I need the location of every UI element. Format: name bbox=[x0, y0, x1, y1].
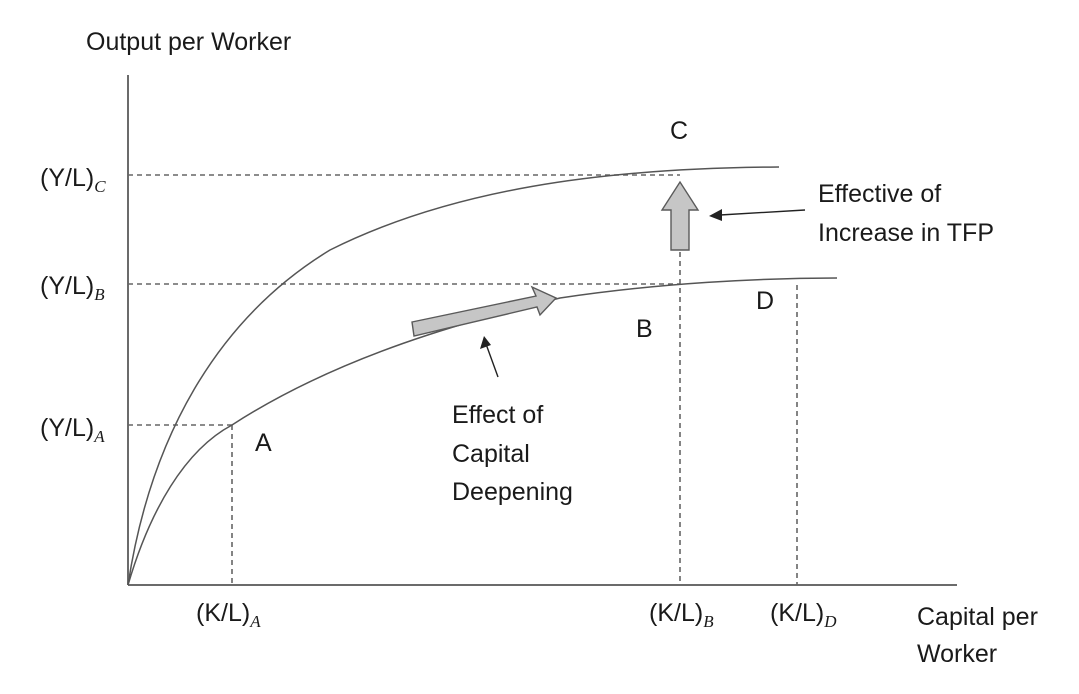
y-tick-ya-sub: A bbox=[93, 427, 105, 446]
tfp-annotation-line1: Effective of bbox=[818, 180, 941, 208]
tfp-pointer-line bbox=[719, 209, 806, 216]
x-tick-kb: (K/L)B bbox=[649, 599, 714, 631]
tfp-increase-arrow bbox=[660, 180, 700, 251]
y-tick-yc: (Y/L)C bbox=[40, 164, 106, 196]
x-tick-kd-sub: D bbox=[823, 612, 837, 631]
capital-deepening-arrow bbox=[411, 285, 558, 337]
tfp-pointer-head bbox=[709, 209, 722, 221]
x-tick-kd-main: (K/L) bbox=[770, 599, 824, 627]
lower-production-curve bbox=[127, 277, 838, 586]
x-tick-ka: (K/L)A bbox=[196, 599, 261, 631]
tfp-annotation-line2: Increase in TFP bbox=[818, 219, 994, 247]
x-tick-kd: (K/L)D bbox=[770, 599, 837, 631]
y-tick-yb-sub: B bbox=[94, 285, 105, 304]
x-axis-title-line2: Worker bbox=[917, 640, 997, 668]
deepening-pointer-line bbox=[485, 343, 499, 378]
upper-production-curve bbox=[127, 166, 780, 586]
point-label-b: B bbox=[636, 315, 653, 343]
y-axis-title: Output per Worker bbox=[86, 28, 291, 56]
deepening-annotation-line3: Deepening bbox=[452, 478, 573, 506]
y-tick-yc-sub: C bbox=[94, 177, 106, 196]
x-tick-kb-main: (K/L) bbox=[649, 599, 703, 627]
deepening-annotation-line1: Effect of bbox=[452, 401, 543, 429]
x-tick-kb-sub: B bbox=[703, 612, 714, 631]
point-label-a: A bbox=[255, 429, 272, 457]
deepening-annotation-line2: Capital bbox=[452, 440, 530, 468]
y-tick-ya-main: (Y/L) bbox=[40, 414, 94, 442]
y-tick-yb: (Y/L)B bbox=[40, 272, 105, 304]
y-tick-yb-main: (Y/L) bbox=[40, 272, 94, 300]
y-tick-yc-main: (Y/L) bbox=[40, 164, 94, 192]
deepening-pointer-head bbox=[480, 336, 491, 349]
x-axis-title-line1: Capital per bbox=[917, 603, 1038, 631]
x-tick-ka-main: (K/L) bbox=[196, 599, 250, 627]
y-tick-ya: (Y/L)A bbox=[40, 414, 105, 446]
x-tick-ka-sub: A bbox=[249, 612, 261, 631]
point-label-c: C bbox=[670, 117, 688, 145]
point-label-d: D bbox=[756, 287, 774, 315]
